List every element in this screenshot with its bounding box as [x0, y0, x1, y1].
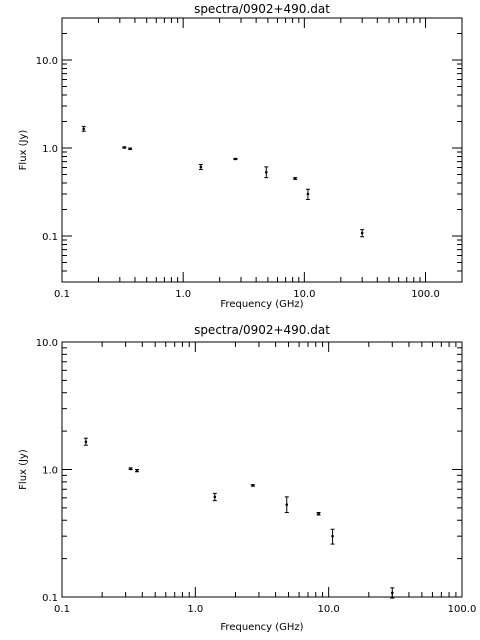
- point-marker: [293, 177, 297, 180]
- x-tick-label: 1.0: [187, 604, 203, 615]
- data-point: [198, 163, 203, 170]
- data-point: [233, 157, 238, 161]
- x-tick-label: 100.0: [411, 289, 440, 300]
- y-tick-label: 1.0: [42, 144, 58, 155]
- x-tick-label: 10.0: [293, 289, 315, 300]
- y-axis-label: Flux (Jy): [18, 449, 29, 490]
- data-point: [81, 125, 86, 132]
- point-marker: [331, 534, 334, 538]
- data-point: [330, 528, 335, 545]
- data-point: [390, 587, 395, 599]
- data-point: [122, 146, 127, 149]
- x-axis-label: Frequency (GHz): [220, 299, 303, 310]
- data-point: [360, 229, 365, 238]
- point-marker: [213, 495, 217, 499]
- y-tick-label: 10.0: [36, 338, 58, 349]
- point-marker: [285, 503, 289, 506]
- plot-1: spectra/0902+490.dat Frequency (GHz) Flux …: [18, 2, 463, 310]
- data-point: [284, 496, 289, 513]
- plot-2: spectra/0902+490.dat Frequency (GHz) Flux …: [18, 323, 476, 633]
- y-axis-label: Flux (Jy): [18, 130, 29, 171]
- x-tick-label: 0.1: [54, 604, 70, 615]
- data-point: [250, 484, 255, 487]
- point-marker: [199, 165, 203, 169]
- data-point: [134, 469, 139, 473]
- plot-frame: [61, 17, 463, 283]
- point-marker: [129, 467, 132, 471]
- y-tick-label: 0.1: [42, 593, 58, 604]
- point-marker: [264, 170, 268, 174]
- point-marker: [128, 147, 132, 151]
- y-tick-label: 10.0: [36, 56, 58, 67]
- x-tick-label: 10.0: [318, 604, 340, 615]
- y-tick-label: 1.0: [42, 466, 58, 477]
- x-tick-label: 1.0: [175, 289, 191, 300]
- data-point: [128, 147, 133, 151]
- point-marker: [123, 146, 126, 149]
- point-marker: [82, 127, 85, 131]
- data-point: [128, 467, 133, 471]
- chart-title: spectra/0902+490.dat: [194, 2, 330, 16]
- data-point: [293, 177, 298, 180]
- point-marker: [317, 512, 320, 516]
- point-marker: [306, 192, 310, 196]
- data-point: [305, 188, 310, 200]
- data-point: [264, 166, 269, 179]
- point-marker: [135, 469, 139, 472]
- data-point: [212, 492, 217, 502]
- point-marker: [251, 484, 255, 487]
- data-point: [83, 437, 88, 446]
- data-point: [316, 511, 321, 516]
- x-tick-label: 100.0: [448, 604, 477, 615]
- point-marker: [84, 440, 88, 444]
- point-marker: [234, 157, 237, 161]
- y-tick-label: 0.1: [42, 232, 58, 243]
- x-tick-label: 0.1: [54, 289, 70, 300]
- x-axis-label: Frequency (GHz): [220, 622, 303, 633]
- point-marker: [390, 591, 394, 595]
- chart-title: spectra/0902+490.dat: [194, 323, 330, 337]
- point-marker: [360, 231, 364, 235]
